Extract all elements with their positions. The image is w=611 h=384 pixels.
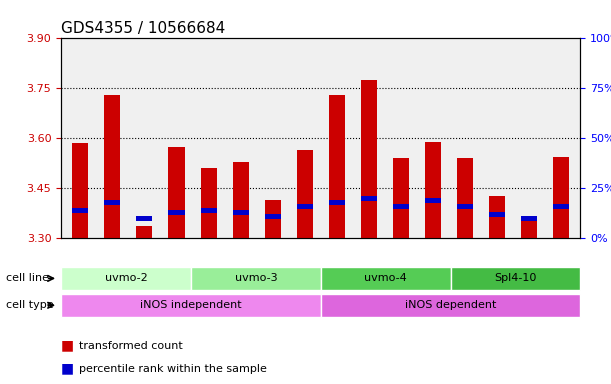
Text: uvmo-4: uvmo-4	[364, 273, 407, 283]
Bar	[329, 95, 345, 238]
Text: uvmo-3: uvmo-3	[235, 273, 277, 283]
Text: iNOS independent: iNOS independent	[140, 300, 242, 310]
Text: GDS4355 / 10566684: GDS4355 / 10566684	[61, 21, 225, 36]
Bar	[489, 212, 505, 217]
Bar	[489, 197, 505, 238]
Bar	[265, 214, 280, 218]
Bar	[521, 215, 537, 220]
Bar	[136, 227, 153, 238]
Bar	[200, 208, 216, 213]
Bar	[329, 200, 345, 205]
Bar	[136, 215, 153, 220]
Bar	[521, 218, 537, 238]
Bar	[265, 200, 280, 238]
Text: cell line: cell line	[6, 273, 49, 283]
Text: Spl4-10: Spl4-10	[494, 273, 536, 283]
Text: ■: ■	[61, 362, 74, 376]
Bar	[393, 204, 409, 209]
Bar	[233, 162, 249, 238]
Text: iNOS dependent: iNOS dependent	[405, 300, 496, 310]
Bar	[200, 168, 216, 238]
Bar	[72, 208, 89, 213]
Bar	[457, 204, 473, 209]
Text: uvmo-2: uvmo-2	[104, 273, 147, 283]
Bar	[297, 150, 313, 238]
Bar	[297, 204, 313, 209]
Bar	[393, 158, 409, 238]
Bar	[72, 143, 89, 238]
Bar	[425, 198, 441, 203]
Bar	[104, 200, 120, 205]
Bar	[361, 80, 377, 238]
Text: percentile rank within the sample: percentile rank within the sample	[79, 364, 267, 374]
Bar	[457, 158, 473, 238]
Bar	[553, 204, 569, 209]
Text: cell type: cell type	[6, 300, 54, 310]
Bar	[233, 210, 249, 215]
Bar	[425, 142, 441, 238]
Bar	[361, 195, 377, 200]
Bar	[169, 210, 185, 215]
Bar	[169, 147, 185, 238]
Bar	[104, 95, 120, 238]
Bar	[553, 157, 569, 238]
Text: ■: ■	[61, 339, 74, 353]
Text: transformed count: transformed count	[79, 341, 183, 351]
